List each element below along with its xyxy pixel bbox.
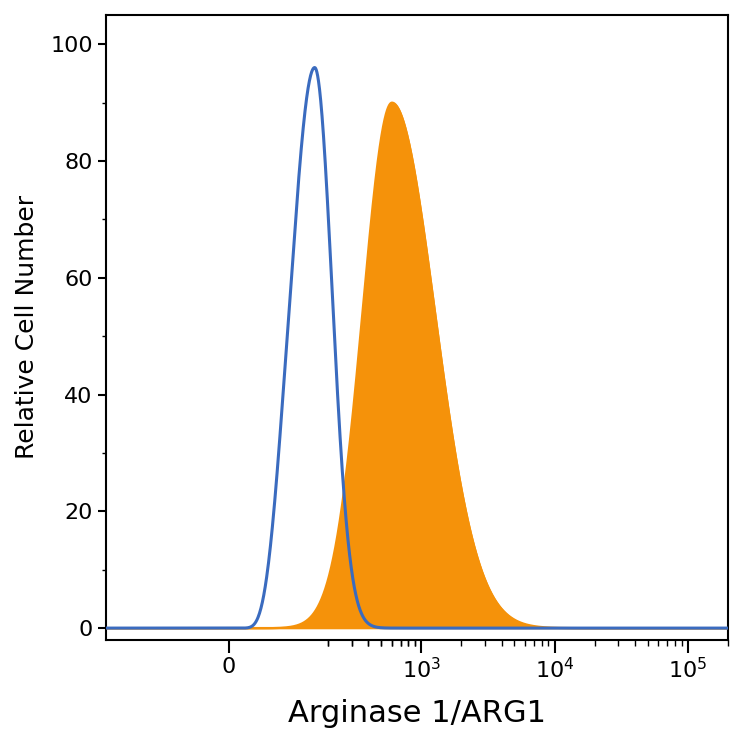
Y-axis label: Relative Cell Number: Relative Cell Number <box>15 195 39 459</box>
X-axis label: Arginase 1/ARG1: Arginase 1/ARG1 <box>288 699 546 728</box>
